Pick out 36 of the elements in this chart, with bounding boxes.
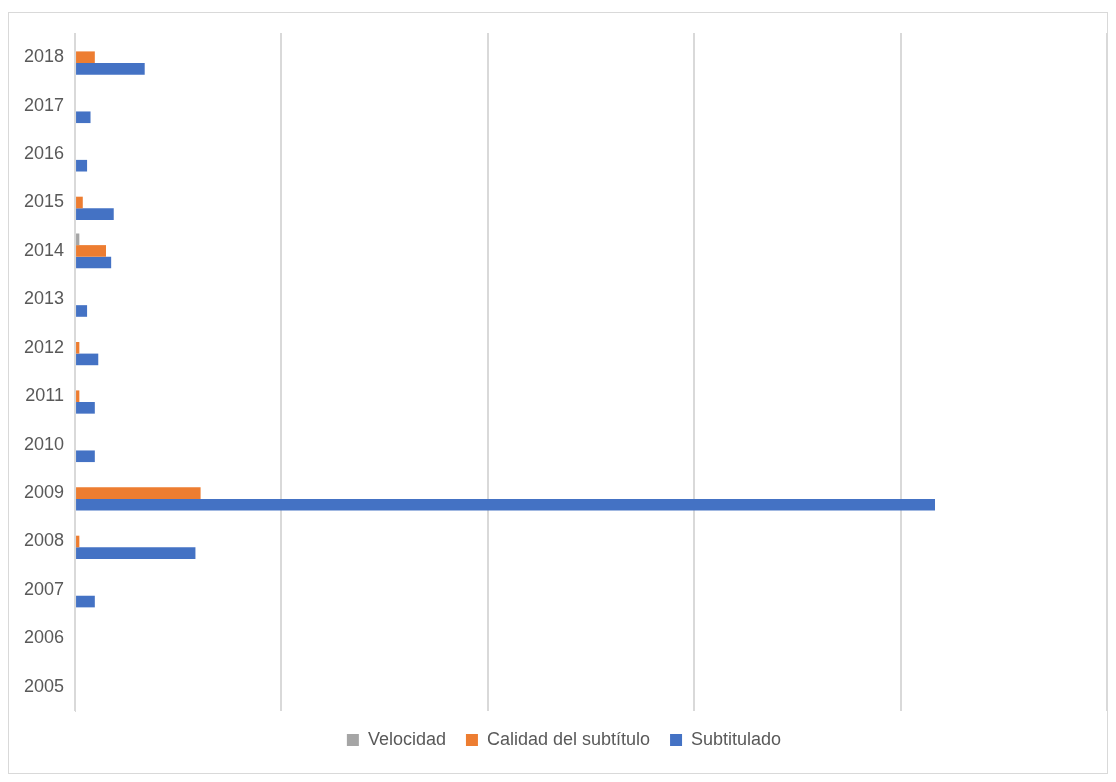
legend-label: Velocidad bbox=[367, 728, 446, 749]
bar bbox=[76, 498, 936, 511]
bar bbox=[76, 341, 80, 354]
y-tick-label: 2017 bbox=[24, 94, 65, 115]
bar bbox=[76, 256, 112, 269]
y-tick-label: 2008 bbox=[24, 530, 65, 551]
bar bbox=[76, 63, 145, 75]
legend-label: Calidad del subtítulo bbox=[486, 728, 651, 749]
bar bbox=[76, 208, 114, 220]
bar bbox=[76, 111, 91, 124]
bar bbox=[76, 487, 201, 499]
bar bbox=[76, 353, 99, 366]
y-tick-label: 2014 bbox=[24, 239, 65, 260]
bar bbox=[76, 233, 80, 246]
bar bbox=[76, 402, 95, 414]
bar bbox=[76, 245, 106, 257]
bar bbox=[76, 159, 88, 172]
bar bbox=[76, 450, 95, 463]
y-tick-label: 2018 bbox=[24, 46, 65, 67]
y-tick-label: 2009 bbox=[24, 482, 65, 503]
bar bbox=[76, 51, 95, 64]
y-tick-label: 2015 bbox=[24, 191, 65, 212]
y-tick-label: 2005 bbox=[24, 675, 65, 696]
y-tick-label: 2007 bbox=[24, 578, 65, 599]
bar bbox=[76, 595, 95, 608]
legend-label: Subtitulado bbox=[691, 728, 782, 749]
y-tick-label: 2013 bbox=[24, 288, 65, 309]
bar bbox=[76, 547, 196, 559]
y-tick-label: 2006 bbox=[24, 627, 65, 648]
y-tick-label: 2010 bbox=[24, 433, 65, 454]
bar bbox=[76, 196, 83, 209]
y-tick-label: 2012 bbox=[24, 336, 65, 357]
y-tick-label: 2016 bbox=[24, 143, 65, 164]
y-tick-label: 2011 bbox=[25, 385, 65, 406]
bar bbox=[76, 305, 88, 317]
bar bbox=[76, 390, 80, 403]
